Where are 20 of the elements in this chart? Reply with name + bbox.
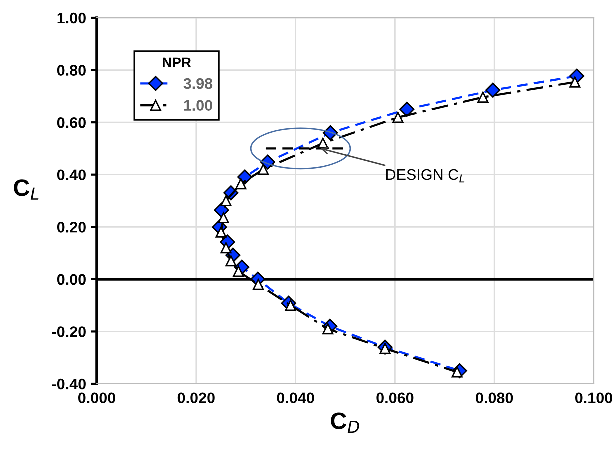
y-axis-title: C$_{L}$ bbox=[14, 180, 39, 200]
y-tick-label: 0.00 bbox=[57, 274, 86, 286]
y-tick-label: 0.40 bbox=[57, 170, 86, 181]
y-tick-label: 0.80 bbox=[57, 65, 86, 76]
x-tick-label: 0.040 bbox=[277, 392, 314, 404]
y-tick-label: 1.00 bbox=[58, 12, 86, 24]
legend-title: NPR bbox=[163, 58, 192, 68]
x-tick-label: 0.100 bbox=[575, 392, 612, 404]
y-tick-label: -0.20 bbox=[52, 326, 86, 338]
y-tick-label: 0.20 bbox=[57, 222, 86, 233]
x-tick-label: 0.020 bbox=[178, 392, 215, 404]
legend-label: 3.98 bbox=[184, 78, 213, 90]
x-tick-label: 0.080 bbox=[476, 392, 514, 404]
x-axis-title: C$_{D}$ bbox=[331, 412, 360, 434]
y-tick-label: 0.60 bbox=[57, 117, 86, 128]
y-tick-label: -0.40 bbox=[52, 378, 86, 390]
annotation: DESIGN C$_{L}$ bbox=[386, 169, 465, 183]
x-tick-label: 0.060 bbox=[376, 392, 414, 404]
x-tick-label: 0.000 bbox=[78, 392, 116, 404]
legend-label: 1.00 bbox=[184, 100, 212, 112]
